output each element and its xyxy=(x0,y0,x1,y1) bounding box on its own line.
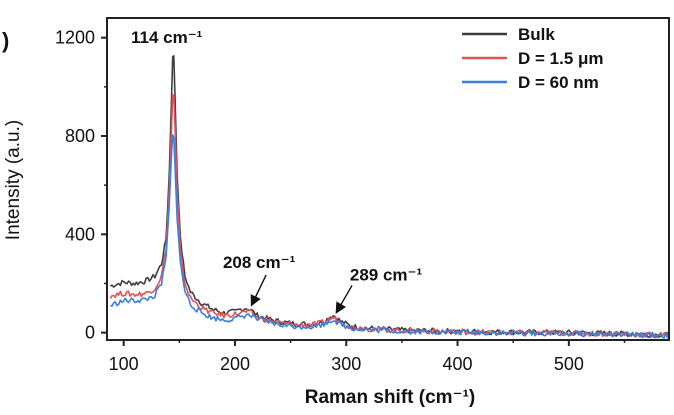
y-tick-label: 800 xyxy=(65,126,95,146)
series-line-0 xyxy=(109,55,670,339)
x-tick-label: 300 xyxy=(331,354,361,374)
series-layer xyxy=(109,55,670,339)
peak-arrow-289 xyxy=(335,285,353,314)
peak-label-208: 208 cm⁻¹ xyxy=(223,253,296,272)
series-line-2 xyxy=(109,134,670,339)
x-tick-label: 100 xyxy=(109,354,139,374)
peak-label-114: 114 cm⁻¹ xyxy=(131,28,203,47)
plot-frame xyxy=(106,17,670,341)
legend: Bulk D = 1.5 μm D = 60 nm xyxy=(462,25,604,92)
peak-arrow-208 xyxy=(250,274,267,307)
panel-label: ) xyxy=(2,28,9,53)
y-axis: 0 400 800 1200 xyxy=(55,28,107,343)
series-line-1 xyxy=(109,93,669,338)
legend-label-2: D = 60 nm xyxy=(518,73,599,92)
x-tick-label: 500 xyxy=(554,354,584,374)
y-axis-label: Intensity (a.u.) xyxy=(3,120,24,240)
x-axis: 100 200 300 400 500 xyxy=(109,340,626,374)
y-tick-label: 400 xyxy=(65,224,95,244)
legend-label-1: D = 1.5 μm xyxy=(518,49,604,68)
legend-label-0: Bulk xyxy=(518,25,555,44)
x-tick-label: 200 xyxy=(220,354,250,374)
x-tick-label: 400 xyxy=(443,354,473,374)
x-axis-label: Raman shift (cm⁻¹) xyxy=(305,387,476,408)
annotation-layer: 114 cm⁻¹ 208 cm⁻¹ 289 cm⁻¹ xyxy=(131,28,423,314)
peak-label-289: 289 cm⁻¹ xyxy=(350,265,423,284)
y-tick-label: 0 xyxy=(85,323,95,343)
y-tick-label: 1200 xyxy=(55,28,95,48)
